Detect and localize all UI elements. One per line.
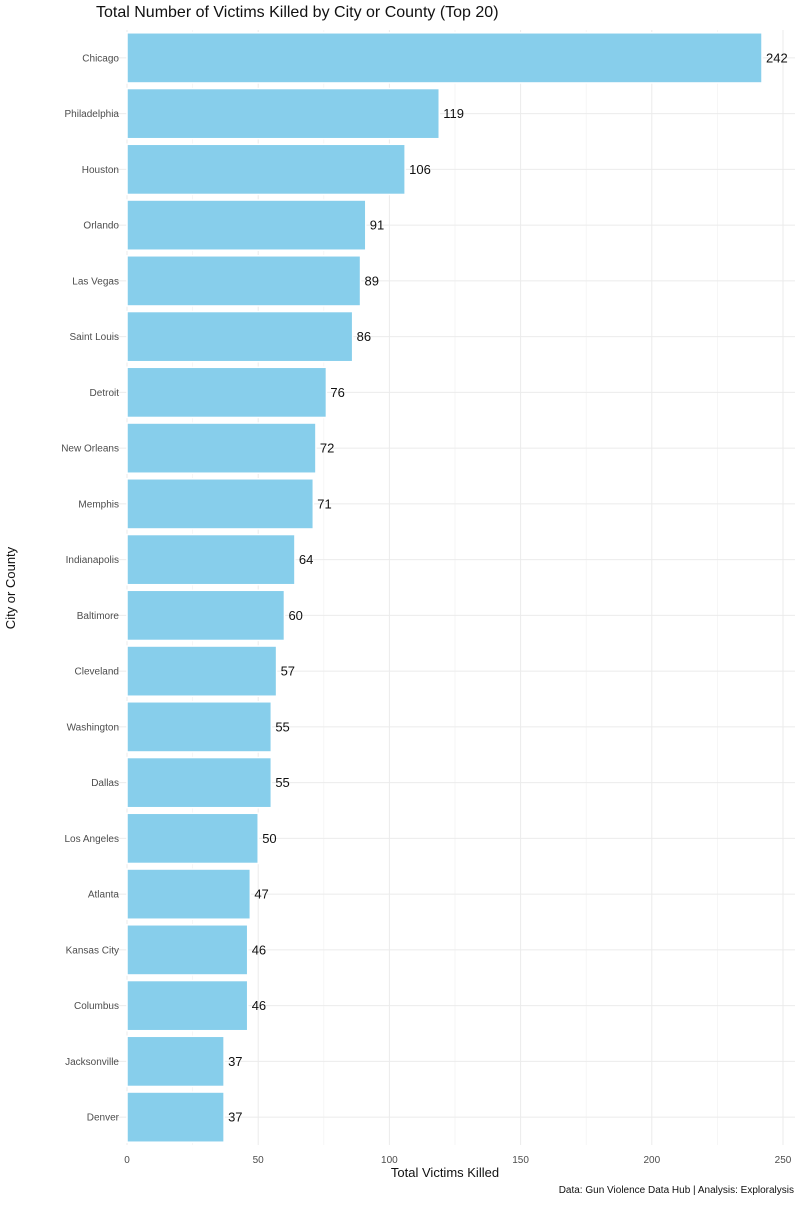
y-tick-label: Houston [82, 165, 119, 176]
y-axis-label: City or County [3, 546, 18, 629]
data-label: 242 [766, 50, 788, 65]
data-label: 57 [281, 664, 295, 679]
y-tick-label: Detroit [90, 388, 120, 399]
bar [126, 1091, 225, 1143]
y-tick-label: New Orleans [61, 444, 119, 455]
y-tick-label: Denver [87, 1113, 120, 1124]
data-label: 71 [317, 496, 331, 511]
y-tick-label: Atlanta [88, 890, 120, 901]
data-label: 47 [254, 887, 268, 902]
data-label: 119 [443, 106, 464, 121]
data-label: 55 [275, 719, 289, 734]
bar [126, 589, 286, 642]
data-label: 72 [320, 441, 334, 456]
x-tick-label: 250 [775, 1155, 792, 1166]
bar [126, 366, 328, 419]
y-tick-label: Chicago [82, 53, 119, 64]
y-axis-tick-labels: Chicago Philadelphia Houston Orlando Las Veg… [61, 53, 119, 1123]
y-tick-label: Kansas City [66, 945, 119, 956]
bar [126, 812, 259, 865]
bar [126, 199, 367, 251]
x-tick-label: 150 [512, 1155, 529, 1166]
y-tick-label: Dallas [91, 778, 119, 789]
major-gridlines [110, 30, 795, 1145]
bars-group [126, 32, 763, 1143]
bar [126, 979, 249, 1032]
bar [126, 924, 249, 976]
bar [126, 645, 278, 697]
bar [126, 143, 406, 196]
data-label: 55 [275, 775, 289, 790]
bar [126, 422, 317, 474]
data-label: 37 [228, 1110, 242, 1125]
y-tick-label: Los Angeles [65, 834, 120, 845]
y-tick-label: Baltimore [77, 611, 120, 622]
data-label: 60 [288, 608, 302, 623]
data-label: 76 [330, 385, 344, 400]
y-tick-label: Columbus [74, 1001, 119, 1012]
x-axis-label: Total Victims Killed [391, 1165, 499, 1180]
x-tick-label: 200 [643, 1155, 660, 1166]
y-tick-label: Las Vegas [72, 276, 119, 287]
data-label: 64 [299, 552, 313, 567]
y-tick-label: Jacksonville [65, 1057, 119, 1068]
x-axis-tick-labels: 0 50 100 150 200 250 [124, 1155, 792, 1166]
x-tick-label: 100 [381, 1155, 398, 1166]
y-tick-label: Cleveland [75, 667, 119, 678]
bar [126, 701, 273, 753]
bar [126, 87, 441, 140]
data-label: 91 [370, 218, 384, 233]
data-labels-group: 242 119 106 91 89 86 76 72 71 64 60 57 55 55 50 47 46 46 3… [228, 50, 788, 1124]
y-tick-label: Indianapolis [66, 555, 119, 566]
bar [126, 255, 362, 307]
data-label: 46 [252, 998, 266, 1013]
x-tick-label: 50 [253, 1155, 265, 1166]
y-tick-label: Washington [67, 722, 119, 733]
x-tick-label: 0 [124, 1155, 130, 1166]
chart-caption: Data: Gun Violence Data Hub | Analysis: … [559, 1185, 794, 1196]
y-tick-label: Saint Louis [70, 332, 119, 343]
data-label: 50 [262, 831, 276, 846]
bar [126, 756, 273, 809]
bar [126, 478, 315, 530]
data-label: 89 [365, 273, 379, 288]
data-label: 46 [252, 942, 266, 957]
bar [126, 32, 763, 84]
minor-gridlines [192, 30, 718, 1145]
data-label: 86 [357, 329, 371, 344]
y-tick-label: Orlando [83, 221, 119, 232]
bar [126, 1035, 225, 1088]
data-label: 37 [228, 1054, 242, 1069]
data-label: 106 [409, 162, 431, 177]
bar [126, 533, 296, 586]
bar [126, 868, 252, 920]
y-tick-label: Philadelphia [65, 109, 120, 120]
bar [126, 310, 354, 363]
chart-title: Total Number of Victims Killed by City o… [96, 4, 499, 21]
y-tick-label: Memphis [78, 499, 119, 510]
